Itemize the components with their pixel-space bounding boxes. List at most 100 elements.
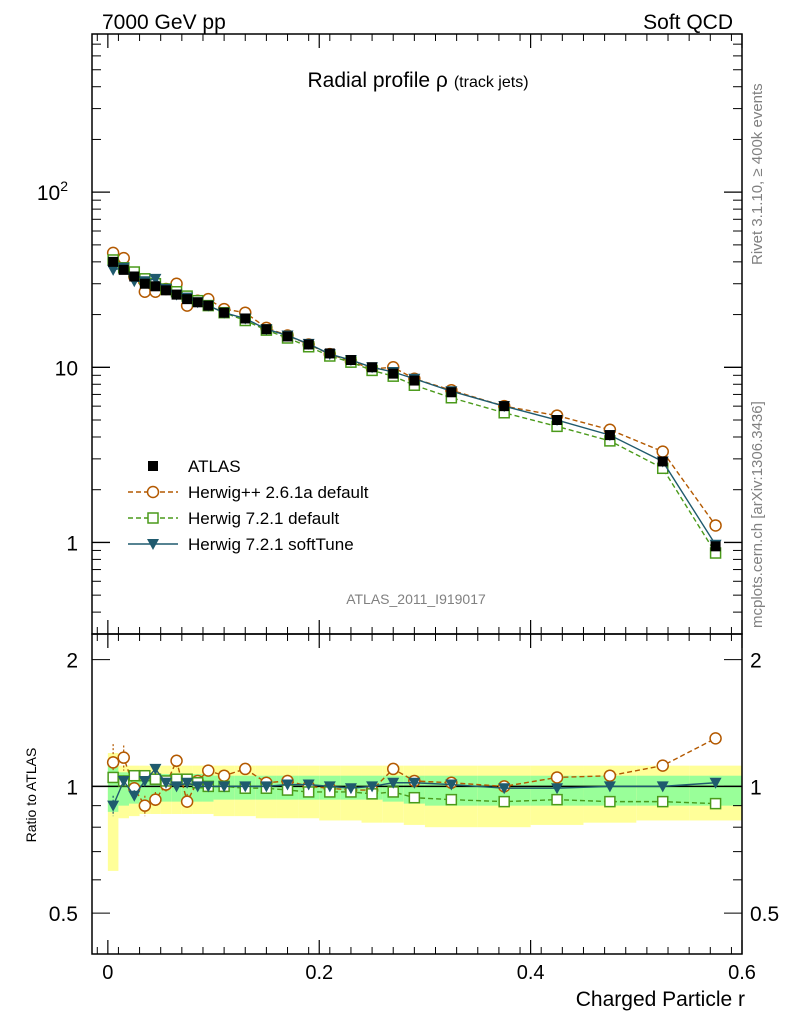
marker-square — [128, 769, 141, 782]
marker-data — [160, 285, 171, 296]
marker-data — [118, 264, 129, 275]
main-y-tick-label: 102 — [37, 178, 68, 205]
marker-data — [240, 313, 251, 324]
ratio-band-inner — [139, 773, 151, 802]
marker-data — [657, 456, 668, 467]
marker-data — [409, 375, 420, 386]
marker-square — [445, 793, 458, 806]
marker-triangle — [202, 781, 215, 793]
marker-triangle — [551, 783, 564, 795]
ratio-uncertainty-bands — [92, 753, 742, 871]
marker-circle — [709, 519, 722, 532]
x-tick-label: 0.2 — [305, 962, 333, 984]
marker-square — [107, 771, 119, 784]
rivet-version-label: Rivet 3.1.10, ≥ 400k events — [749, 83, 766, 265]
ratio-band-inner — [118, 772, 129, 806]
ratio-series-line — [112, 737, 716, 807]
ratio-y-axis-label: Ratio to ATLAS — [23, 748, 39, 843]
main-y-tick-label: 10 — [55, 357, 78, 380]
ratio-panel-frame — [91, 633, 743, 955]
marker-circle — [106, 756, 120, 769]
marker-triangle — [107, 800, 120, 812]
marker-triangle — [191, 781, 204, 793]
ratio-y-tick-label-right: 1 — [750, 776, 762, 799]
marker-square — [656, 795, 669, 808]
marker-triangle — [281, 779, 294, 791]
marker-triangle — [147, 539, 159, 550]
marker-circle — [117, 251, 130, 265]
axis-ticks: 0 0.2 0.4 0.6 1 10 102 0.5 0.5 1 1 2 2 — [37, 33, 779, 984]
legend-label: Herwig++ 2.6.1a default — [188, 483, 369, 502]
legend-label: Herwig 7.2.1 softTune — [188, 535, 354, 554]
marker-triangle — [260, 781, 273, 793]
marker-triangle — [239, 781, 252, 793]
marker-data — [148, 461, 158, 471]
marker-triangle — [387, 777, 400, 789]
marker-triangle — [149, 273, 162, 285]
chart-title-suffix: (track jets) — [454, 74, 529, 91]
marker-circle — [202, 764, 215, 777]
marker-data — [203, 300, 214, 311]
marker-triangle — [302, 779, 315, 791]
marker-data — [182, 294, 193, 305]
ratio-y-tick-label-left: 2 — [66, 650, 78, 673]
ratio-y-tick-label-right: 0.5 — [750, 903, 779, 926]
analysis-id: ATLAS_2011_I919017 — [346, 591, 486, 607]
ratio-y-tick-label-left: 0.5 — [49, 903, 78, 926]
marker-circle — [550, 771, 564, 784]
marker-data — [150, 281, 161, 292]
ratio-y-tick-label-right: 2 — [750, 650, 762, 673]
ratio-band-inner — [150, 773, 161, 802]
marker-data — [324, 348, 335, 359]
marker-triangle — [408, 777, 421, 789]
marker-circle — [117, 751, 130, 764]
series-layer — [106, 246, 722, 559]
marker-data — [710, 541, 721, 552]
marker-data — [261, 324, 272, 335]
marker-data — [552, 415, 563, 426]
chart-title: Radial profile ρ (track jets) — [307, 69, 528, 92]
legend: ATLAS Herwig++ 2.6.1a default Herwig 7.2.1… — [128, 457, 369, 554]
mcplots-label: mcplots.cern.ch [arXiv:1306.3436] — [749, 401, 766, 628]
marker-circle — [217, 769, 231, 782]
x-tick-label: 0.6 — [728, 962, 756, 984]
marker-square — [709, 797, 722, 810]
ratio-layer — [106, 732, 722, 817]
ratio-series-line — [112, 775, 716, 805]
marker-square — [498, 795, 510, 808]
marker-square — [408, 791, 421, 804]
marker-triangle — [117, 775, 130, 787]
marker-circle — [180, 795, 194, 808]
marker-triangle — [603, 781, 616, 793]
marker-data — [108, 256, 119, 267]
marker-circle — [709, 732, 722, 745]
x-tick-label: 0 — [102, 962, 113, 984]
marker-circle — [170, 754, 183, 768]
legend-label: Herwig 7.2.1 default — [188, 509, 339, 528]
marker-circle — [149, 793, 162, 806]
marker-data — [499, 401, 510, 412]
marker-data — [282, 331, 293, 342]
marker-square — [149, 773, 162, 785]
marker-triangle — [709, 777, 722, 789]
marker-circle — [656, 445, 669, 458]
marker-triangle — [656, 781, 669, 793]
marker-data — [446, 387, 457, 398]
marker-triangle — [218, 781, 231, 793]
header-right: Soft QCD — [643, 11, 733, 34]
marker-triangle — [128, 790, 141, 802]
marker-triangle — [445, 779, 458, 791]
marker-triangle — [138, 775, 151, 787]
marker-data — [129, 271, 140, 282]
marker-triangle — [170, 781, 183, 793]
marker-data — [139, 278, 150, 289]
marker-circle — [656, 759, 669, 772]
marker-circle — [386, 762, 400, 776]
marker-triangle — [159, 777, 172, 789]
marker-data — [303, 339, 314, 350]
marker-circle — [146, 485, 160, 499]
marker-data — [604, 430, 615, 441]
marker-triangle — [149, 763, 162, 775]
marker-data — [388, 368, 399, 379]
marker-data — [219, 307, 230, 318]
